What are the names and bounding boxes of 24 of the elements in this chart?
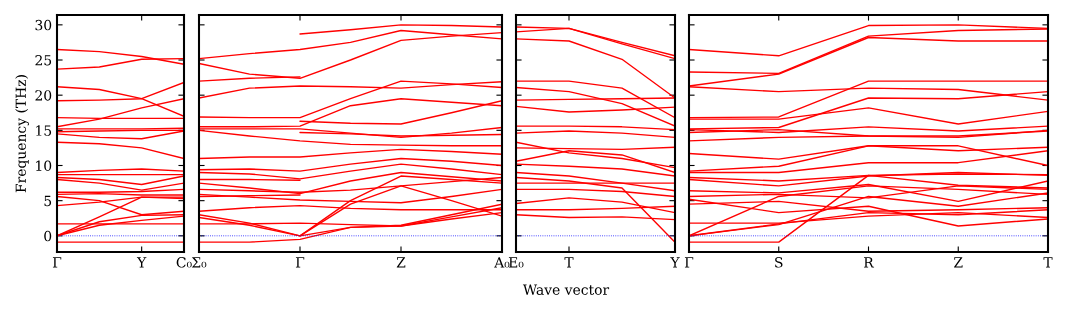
y-tick-label: 30 [35, 19, 52, 31]
y-axis-title: Frequency (THz) [15, 75, 29, 193]
x-tick-label: T [1043, 257, 1053, 268]
x-tick-label: R [864, 257, 875, 268]
y-tick-label: 15 [36, 125, 52, 136]
x-tick-label: A₀ [494, 257, 510, 268]
x-tick-label: S [775, 257, 783, 268]
x-tick-label: Σ₀ [191, 257, 207, 268]
y-tick-label: 20 [35, 90, 52, 101]
x-tick-label: Y [136, 257, 147, 268]
y-tick-label: 0 [44, 230, 52, 242]
y-tick-label: 10 [36, 160, 52, 171]
x-tick-label: Γ [52, 257, 62, 268]
x-tick-label: Γ [295, 257, 305, 268]
x-tick-label: Γ [684, 257, 694, 268]
y-tick-label: 5 [44, 195, 52, 207]
x-axis-title: Wave vector [522, 284, 610, 295]
x-tick-label: E₀ [508, 257, 524, 268]
x-tick-label: Z [396, 257, 406, 268]
y-tick-label: 25 [35, 54, 52, 66]
x-tick-label: Y [670, 257, 680, 268]
x-tick-label: C₀ [176, 257, 192, 268]
x-tick-label: T [564, 257, 574, 268]
x-tick-label: Z [954, 257, 963, 268]
